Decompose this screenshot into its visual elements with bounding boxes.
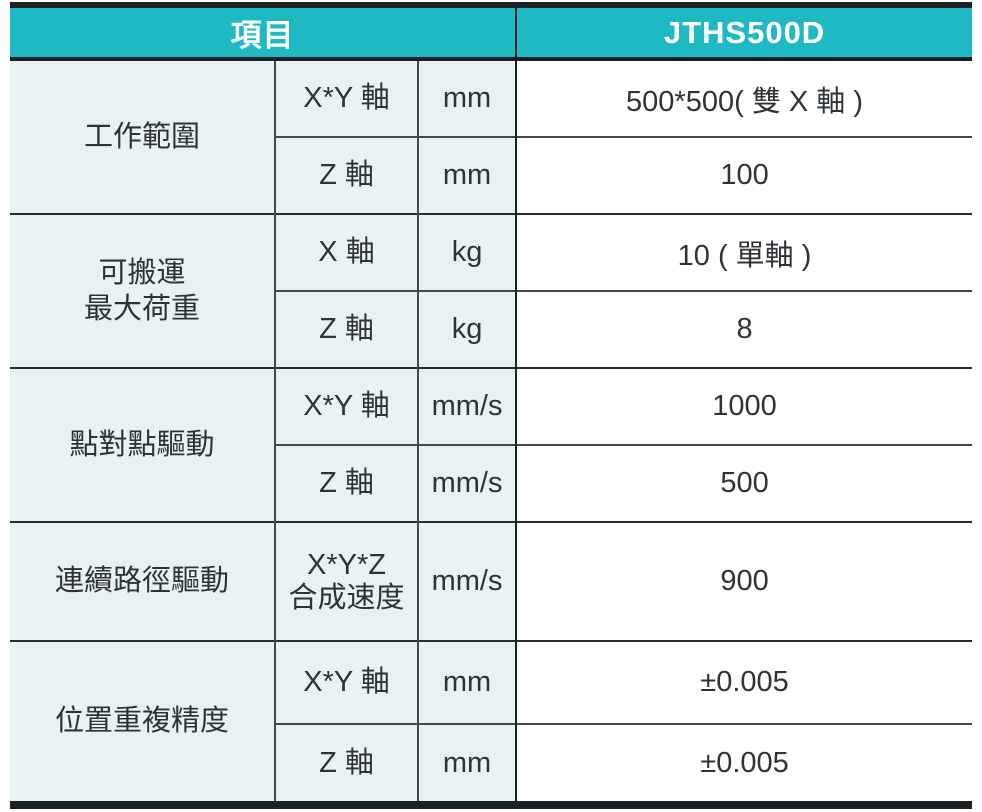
unit-cell: mm/s	[416, 367, 517, 445]
column-header-model: JTHS500D	[515, 8, 973, 61]
table-row: Z 軸 mm ±0.005	[10, 723, 973, 801]
spec-table: 項目 JTHS500D 工作範圍 X*Y 軸 mm 500*500( 雙 X 軸…	[10, 2, 973, 809]
category-cell-continuous-path-drive: 連續路徑驅動	[10, 521, 275, 641]
category-cell-max-payload: 可搬運 最大荷重	[10, 213, 275, 368]
axis-cell: X*Y 軸	[274, 640, 418, 724]
value-cell: 900	[515, 521, 973, 641]
specification-table: 項目 JTHS500D 工作範圍 X*Y 軸 mm 500*500( 雙 X 軸…	[10, 8, 973, 801]
unit-cell: mm/s	[416, 521, 517, 641]
axis-cell: Z 軸	[274, 723, 418, 801]
column-header-item: 項目	[10, 8, 517, 61]
value-cell: 500	[515, 444, 973, 522]
value-cell: 100	[515, 136, 973, 214]
unit-cell: mm/s	[416, 444, 517, 522]
table-row: 位置重複精度 X*Y 軸 mm ±0.005	[10, 640, 973, 801]
unit-cell: mm	[416, 136, 517, 214]
table-row: 點對點驅動 X*Y 軸 mm/s 1000	[10, 367, 973, 522]
unit-cell: mm	[416, 59, 517, 137]
unit-cell: mm	[416, 640, 517, 724]
table-row: 工作範圍 X*Y 軸 mm 500*500( 雙 X 軸 )	[10, 59, 973, 214]
value-cell: ±0.005	[515, 640, 973, 724]
table-row: Z 軸 kg 8	[10, 290, 973, 368]
axis-cell: Z 軸	[274, 290, 418, 368]
axis-cell: X*Y*Z 合成速度	[274, 521, 418, 641]
axis-cell: X*Y 軸	[274, 367, 418, 445]
category-cell-repeatability: 位置重複精度	[10, 640, 275, 801]
value-cell: ±0.005	[515, 723, 973, 801]
table-row: 可搬運 最大荷重 X 軸 kg 10 ( 單軸 )	[10, 213, 973, 368]
unit-cell: mm	[416, 723, 517, 801]
value-cell: 8	[515, 290, 973, 368]
table-row: 連續路徑驅動 X*Y*Z 合成速度 mm/s 900	[10, 521, 973, 641]
axis-cell: Z 軸	[274, 444, 418, 522]
table-row: Z 軸 mm/s 500	[10, 444, 973, 522]
value-cell: 1000	[515, 367, 973, 445]
category-cell-ptp-drive: 點對點驅動	[10, 367, 275, 522]
value-cell: 10 ( 單軸 )	[515, 213, 973, 291]
category-cell-work-range: 工作範圍	[10, 59, 275, 214]
value-cell: 500*500( 雙 X 軸 )	[515, 59, 973, 137]
axis-cell: Z 軸	[274, 136, 418, 214]
header-row: 項目 JTHS500D	[10, 8, 973, 61]
axis-cell: X*Y 軸	[274, 59, 418, 137]
axis-cell: X 軸	[274, 213, 418, 291]
unit-cell: kg	[416, 290, 517, 368]
table-row: Z 軸 mm 100	[10, 136, 973, 214]
unit-cell: kg	[416, 213, 517, 291]
